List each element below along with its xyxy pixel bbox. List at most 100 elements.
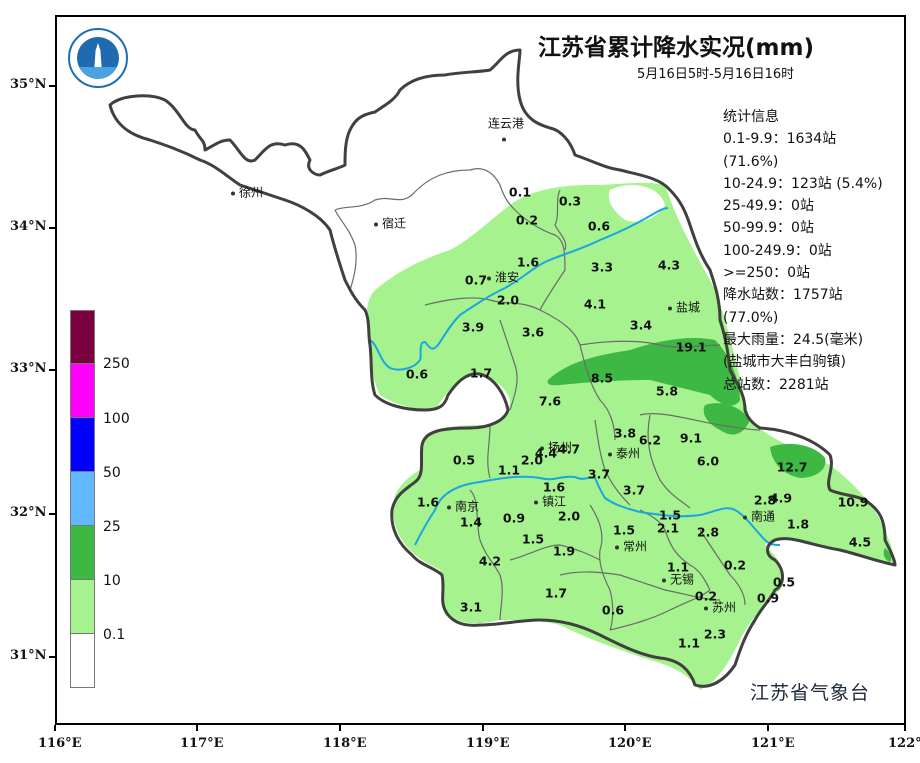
- station-rainfall-value: 4.5: [848, 534, 872, 550]
- legend-label: 0.1: [103, 627, 126, 643]
- city-marker: 苏州: [704, 599, 736, 616]
- map-title: 江苏省累计降水实况(mm): [538, 35, 814, 61]
- city-name: 泰州: [616, 446, 641, 461]
- station-rainfall-value: 1.1: [497, 462, 521, 478]
- legend-swatch: [70, 526, 95, 580]
- dark-green-patch-rudong: [770, 443, 826, 478]
- city-marker: 镇江: [534, 493, 566, 510]
- station-rainfall-value: 12.7: [776, 459, 808, 475]
- station-rainfall-value: 9.1: [679, 430, 703, 446]
- station-rainfall-value: 0.9: [502, 510, 526, 526]
- station-rainfall-value: 4.9: [769, 490, 793, 506]
- longitude-tick-label: 116°E: [38, 736, 82, 751]
- city-marker: 常州: [615, 538, 647, 555]
- legend-label: 100: [103, 411, 130, 427]
- jiangsu-meteorological-logo: [68, 28, 128, 88]
- city-boundaries: [334, 168, 761, 631]
- latitude-tick-label: 33°N: [10, 361, 47, 376]
- city-name: 淮安: [495, 270, 520, 285]
- station-rainfall-value: 2.1: [656, 520, 680, 536]
- legend-swatch: [70, 634, 95, 688]
- station-rainfall-value: 6.2: [638, 432, 662, 448]
- city-name: 常州: [623, 539, 648, 554]
- station-rainfall-value: 4.1: [583, 296, 607, 312]
- legend-swatch: [70, 418, 95, 472]
- station-rainfall-value: 2.0: [557, 508, 581, 524]
- station-rainfall-value: 0.6: [405, 366, 429, 382]
- latitude-tick: [49, 227, 55, 229]
- station-rainfall-value: 2.0: [496, 292, 520, 308]
- station-rainfall-value: 0.6: [601, 602, 625, 618]
- city-marker: 南通: [743, 508, 775, 525]
- station-rainfall-value: 1.6: [416, 494, 440, 510]
- latitude-tick-label: 35°N: [10, 77, 47, 92]
- station-rainfall-value: 1.1: [677, 635, 701, 651]
- stats-line: 最大雨量：24.5(毫米): [723, 331, 864, 348]
- city-name: 扬州: [548, 440, 573, 455]
- longitude-tick: [339, 725, 341, 731]
- legend-label: 25: [103, 519, 121, 535]
- station-rainfall-value: 5.8: [655, 383, 679, 399]
- city-dot-icon: [487, 276, 491, 280]
- stats-line: 25-49.9：0站: [723, 198, 814, 215]
- dark-green-patch-dongtai: [703, 403, 750, 435]
- city-name: 连云港: [488, 116, 525, 131]
- legend-swatch: [70, 364, 95, 418]
- station-rainfall-value: 0.2: [694, 588, 718, 604]
- station-rainfall-value: 3.3: [590, 259, 614, 275]
- station-rainfall-value: 0.9: [756, 590, 780, 606]
- city-dot-icon: [447, 505, 451, 509]
- city-marker: 淮安: [487, 269, 519, 286]
- city-name: 盐城: [676, 300, 701, 315]
- stats-line: (盐城市大丰白驹镇): [723, 354, 846, 371]
- station-rainfall-value: 3.6: [521, 324, 545, 340]
- station-rainfall-value: 8.5: [590, 370, 614, 386]
- station-rainfall-value: 4.7: [557, 441, 581, 457]
- longitude-tick-label: 121°E: [751, 736, 795, 751]
- station-rainfall-value: 1.6: [516, 254, 540, 270]
- province-border: [108, 48, 897, 688]
- longitude-tick: [196, 725, 198, 731]
- station-rainfall-value: 3.4: [629, 317, 653, 333]
- city-name: 徐州: [239, 185, 264, 200]
- station-rainfall-value: 7.6: [538, 393, 562, 409]
- legend-swatch: [70, 580, 95, 634]
- organization-label: 江苏省气象台: [750, 682, 871, 704]
- stats-line: (77.0%): [723, 309, 779, 326]
- water-icon: [77, 67, 119, 79]
- station-rainfall-value: 0.6: [587, 218, 611, 234]
- city-marker: 无锡: [662, 571, 694, 588]
- pagoda-icon: [94, 43, 102, 67]
- legend-swatch: [70, 472, 95, 526]
- latitude-tick: [49, 85, 55, 87]
- city-name: 镇江: [542, 494, 567, 509]
- dark-green-band-dafeng: [547, 338, 740, 406]
- city-dot-icon: [704, 606, 708, 610]
- station-rainfall-value: 19.1: [675, 339, 707, 355]
- city-dot-icon: [374, 222, 378, 226]
- station-rainfall-value: 1.5: [521, 531, 545, 547]
- longitude-tick-label: 120°E: [608, 736, 652, 751]
- station-rainfall-value: 2.0: [520, 452, 544, 468]
- latitude-tick-label: 34°N: [10, 219, 47, 234]
- city-name: 宿迁: [382, 216, 407, 231]
- stats-line: 总站数：2281站: [723, 376, 829, 393]
- stats-line: >=250：0站: [723, 265, 811, 282]
- lake-taihu: [775, 599, 784, 607]
- station-rainfall-value: 0.5: [452, 452, 476, 468]
- stats-line: 50-99.9：0站: [723, 220, 814, 237]
- logo-emblem-icon: [77, 37, 119, 79]
- station-rainfall-value: 4.2: [478, 553, 502, 569]
- station-rainfall-value: 4.3: [657, 257, 681, 273]
- latitude-tick: [49, 513, 55, 515]
- stats-line: 100-249.9：0站: [723, 242, 832, 259]
- station-rainfall-value: 6.0: [696, 453, 720, 469]
- city-dot-icon: [540, 446, 544, 450]
- color-legend: [70, 310, 95, 688]
- station-rainfall-value: 3.8: [613, 425, 637, 441]
- station-rainfall-value: 2.8: [753, 492, 777, 508]
- longitude-tick: [624, 725, 626, 731]
- station-rainfall-value: 1.5: [612, 522, 636, 538]
- longitude-tick-label: 122°E: [888, 736, 920, 751]
- city-name: 南通: [751, 509, 776, 524]
